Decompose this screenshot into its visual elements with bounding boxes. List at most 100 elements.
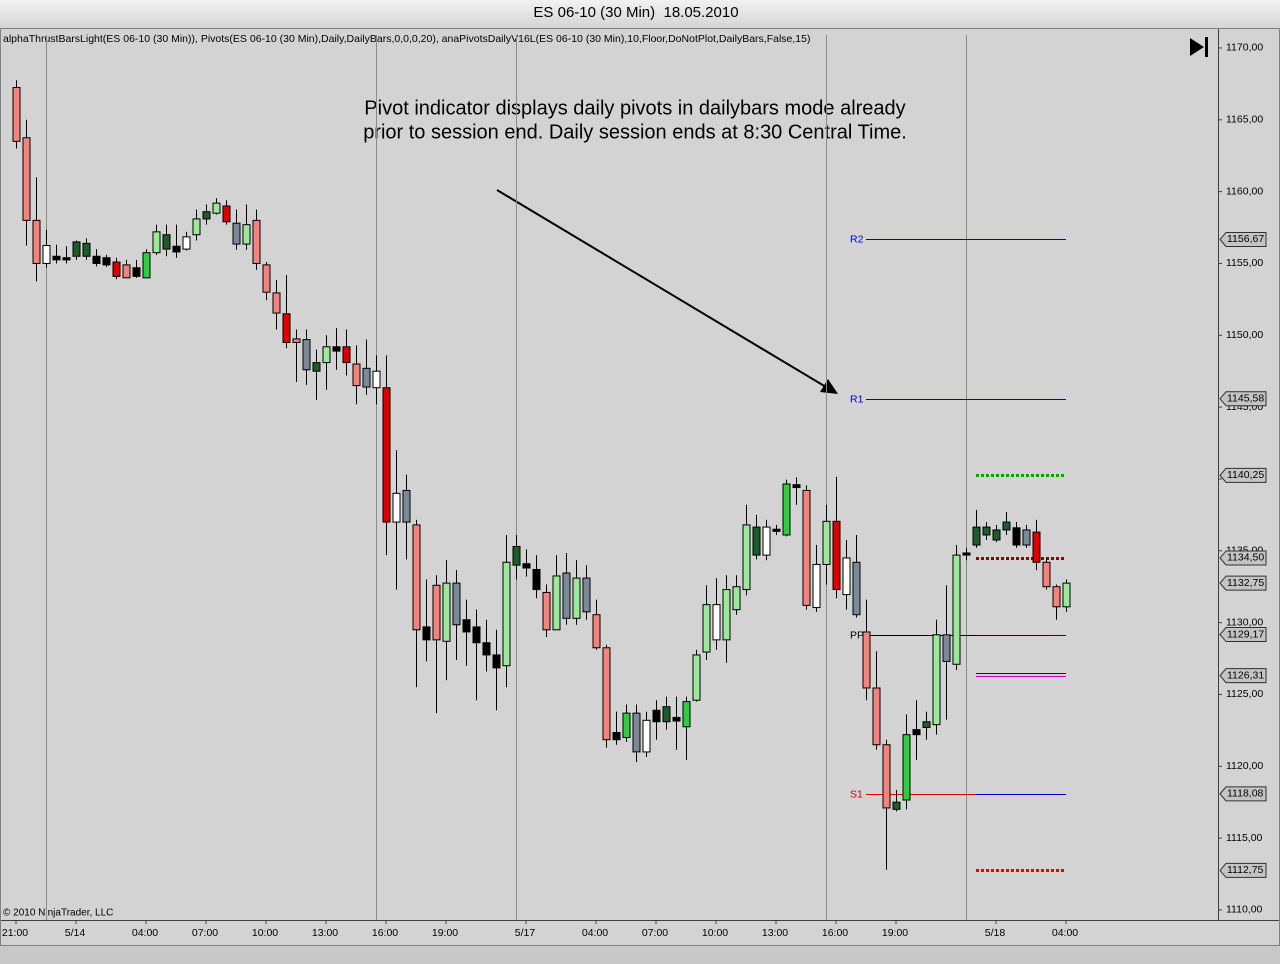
price-tag-label: 1112,75	[1227, 864, 1264, 876]
axis-layer: 21:00 5/14 04:00 07:00 10:00 13:00 16:00 19:00 5…	[2, 47, 1267, 939]
candle-body	[992, 529, 1001, 541]
x-tick-label: 04:00	[582, 927, 608, 939]
price-tag-label: 1140,25	[1227, 469, 1264, 481]
candle-body	[1012, 527, 1021, 546]
candle-body	[212, 202, 221, 214]
candle-body	[592, 614, 601, 649]
candle-body	[282, 313, 291, 343]
candle-body	[232, 222, 241, 245]
candle-body	[332, 346, 341, 352]
candle-body	[52, 255, 61, 261]
candle-body	[422, 626, 431, 641]
candle-body	[412, 524, 421, 631]
y-tick-label: 1170,00	[1226, 42, 1263, 54]
candle-body	[832, 520, 841, 591]
candle-body	[272, 292, 281, 314]
candle-body	[632, 712, 641, 753]
y-tick-label: 1110,00	[1226, 904, 1263, 916]
x-tick-label: 19:00	[882, 927, 908, 939]
y-tick-label: 1150,00	[1226, 329, 1263, 341]
candle-body	[682, 701, 691, 728]
candle-body	[652, 709, 661, 723]
candle-body	[472, 626, 481, 644]
candle-body	[82, 242, 91, 257]
candle-body	[512, 545, 521, 566]
candle-body	[762, 526, 771, 556]
candle-body	[142, 252, 151, 279]
price-tag	[1219, 391, 1267, 407]
candle-body	[602, 647, 611, 741]
candle-body	[452, 582, 461, 626]
candle-body	[782, 483, 791, 536]
candle-body	[32, 219, 41, 264]
candle-body	[692, 654, 701, 701]
price-tag-label: 1118,08	[1227, 788, 1264, 800]
candle-body	[72, 241, 81, 257]
candle-body	[552, 575, 561, 631]
candle-body	[1022, 529, 1031, 546]
candle-body	[122, 264, 131, 279]
candle-body	[42, 244, 51, 264]
candle-body	[542, 591, 551, 631]
candle-body	[532, 568, 541, 591]
candle-body	[22, 137, 31, 221]
indicator-list: alphaThrustBarsLight(ES 06-10 (30 Min)),…	[3, 33, 811, 45]
x-tick-label: 13:00	[762, 927, 788, 939]
candle-body	[862, 631, 871, 689]
candle-body	[702, 604, 711, 653]
candle-body	[892, 801, 901, 810]
annotation-line: prior to session end. Daily session ends…	[363, 121, 907, 143]
candle-body	[922, 721, 931, 728]
price-tag	[1219, 550, 1267, 566]
candle-body	[952, 554, 961, 665]
y-tick-label: 1125,00	[1226, 688, 1263, 700]
price-tag-label: 1145,58	[1227, 393, 1264, 405]
candle-body	[642, 719, 651, 753]
price-tag-label: 1156,67	[1227, 233, 1264, 245]
candle-body	[132, 267, 141, 277]
candle-body	[812, 563, 821, 609]
candle-body	[252, 219, 261, 264]
candle-body	[382, 387, 391, 523]
candle-body	[1032, 531, 1041, 563]
candle-body	[572, 577, 581, 619]
candle-body	[752, 526, 761, 556]
candle-body	[882, 744, 891, 809]
candle-body	[362, 367, 371, 388]
candle-body	[1042, 561, 1051, 588]
candle-body	[852, 561, 861, 616]
y-tick-label: 1165,00	[1226, 114, 1263, 126]
price-tag	[1219, 627, 1267, 643]
candle-body	[432, 584, 441, 641]
x-tick-label: 04:00	[1052, 927, 1078, 939]
candle-body	[822, 520, 831, 565]
candle-body	[262, 264, 271, 293]
candle-body	[522, 563, 531, 569]
x-tick-label: 16:00	[822, 927, 848, 939]
price-tag	[1219, 575, 1267, 591]
candle-body	[792, 484, 801, 489]
x-tick-label: 5/18	[985, 927, 1006, 939]
candle-body	[842, 557, 851, 596]
candle-body	[662, 706, 671, 723]
candle-body	[492, 654, 501, 669]
candle-body	[482, 642, 491, 656]
candle-body	[372, 370, 381, 389]
candle-body	[802, 489, 811, 606]
candle-body	[1052, 586, 1061, 608]
x-tick-label: 19:00	[432, 927, 458, 939]
y-tick-label: 1120,00	[1226, 760, 1263, 772]
scroll-end-button[interactable]	[1190, 37, 1208, 57]
annotation-line: Pivot indicator displays daily pivots in…	[364, 97, 905, 119]
candle-body	[322, 346, 331, 364]
candle-body	[182, 236, 191, 250]
x-tick-label: 07:00	[642, 927, 668, 939]
x-tick-label: 16:00	[372, 927, 398, 939]
candle-body	[1002, 521, 1011, 531]
price-tag-label: 1126,31	[1227, 669, 1264, 681]
candle-body	[872, 687, 881, 746]
candle-body	[442, 582, 451, 642]
price-tag-label: 1134,50	[1227, 552, 1264, 564]
y-tick-label: 1115,00	[1226, 832, 1263, 844]
